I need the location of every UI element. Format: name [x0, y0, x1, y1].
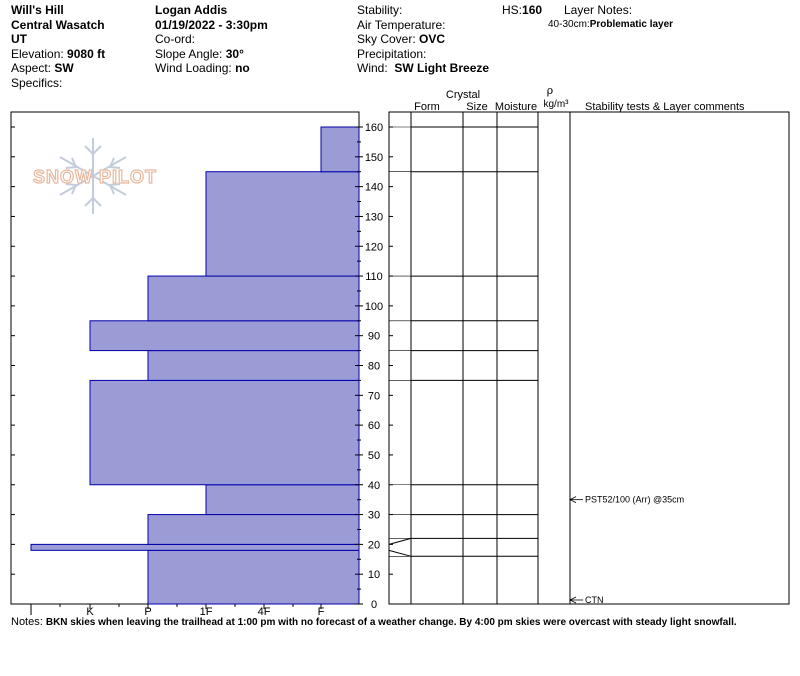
- notes-text: BKN skies when leaving the trailhead at …: [45, 617, 737, 628]
- height-tick-label: 90: [368, 331, 380, 343]
- snowpilot-logo: SNOW PILOT: [32, 138, 157, 214]
- wind-label: Wind:: [357, 61, 388, 76]
- boundary-connector: [388, 537, 412, 545]
- height-tick-label: 0: [371, 599, 377, 611]
- height-tick-label: 40: [368, 480, 380, 492]
- aspect-value: SW: [54, 61, 74, 76]
- observation-datetime: 01/19/2022 - 3:30pm: [155, 17, 268, 32]
- layer-bar: [89, 320, 360, 352]
- location-name: Will's Hill: [11, 3, 64, 17]
- comment-arrow-icon: [569, 596, 577, 604]
- stability-comments: PST52/100 (Arr) @35cm CTN: [569, 495, 684, 605]
- snow-profile-chart: SNOW PILOT I K P 1F 4F F 0 10 20 30 40 50 60 70 80 90 1…: [10, 84, 790, 615]
- layer-boundary-lines: [388, 126, 538, 557]
- layer-bar: [147, 350, 360, 381]
- hardness-tick-label: 1F: [200, 606, 213, 615]
- height-tick-label: 70: [368, 390, 380, 402]
- layer-bar: [30, 543, 360, 551]
- hardness-tick-label: I: [29, 606, 32, 615]
- height-tick-label: 100: [365, 301, 383, 313]
- height-axis: 0 10 20 30 40 50 60 70 80 90 100 110 120 130 140 150 160: [11, 122, 393, 611]
- hardness-bars: [30, 126, 360, 605]
- wind-loading-label: Wind Loading:: [155, 61, 232, 76]
- elevation-label: Elevation:: [11, 46, 64, 61]
- layer-bar: [147, 514, 360, 545]
- snowpilot-logo-text: SNOW PILOT: [33, 167, 157, 187]
- height-tick-label: 10: [368, 569, 380, 581]
- boundary-connector: [388, 549, 412, 557]
- stability-label: Stability:: [357, 3, 403, 17]
- hardness-axis: I K P 1F 4F F: [29, 604, 325, 615]
- header-density-unit: kg/m³: [544, 99, 570, 110]
- comment-arrow-icon: [569, 496, 577, 504]
- header-comments: Stability tests & Layer comments: [585, 101, 745, 113]
- header-observer-info: Logan Addis 01/19/2022 - 3:30pm Co-ord: …: [155, 3, 268, 76]
- hs-value: 160: [522, 3, 543, 17]
- hardness-tick-label: P: [144, 606, 151, 615]
- layer-notes-title: Layer Notes:: [564, 3, 632, 18]
- sky-label: Sky Cover:: [357, 32, 416, 47]
- layer-bar: [89, 379, 360, 486]
- height-tick-label: 160: [365, 122, 383, 134]
- height-tick-label: 110: [365, 271, 383, 283]
- hs-info: HS:160: [502, 3, 542, 18]
- layer-notes-label: Layer Notes:: [564, 3, 633, 17]
- comment-text: CTN: [585, 595, 604, 605]
- layer-note: 40-30cm:Problematic layer: [548, 18, 673, 33]
- header-moisture: Moisture: [495, 101, 537, 113]
- range-name: Central Wasatch: [11, 17, 105, 32]
- observer-name: Logan Addis: [155, 3, 228, 17]
- layer-note-range: 40-30cm:: [548, 19, 590, 30]
- height-tick-label: 80: [368, 361, 380, 373]
- specifics-label: Specifics:: [11, 75, 63, 90]
- wind-loading-value: no: [235, 61, 250, 76]
- air-temp-label: Air Temperature:: [357, 17, 446, 32]
- comment-text: PST52/100 (Arr) @35cm: [585, 495, 684, 505]
- stratigraphy-table-frame: [388, 111, 790, 605]
- header-rho: ρ: [547, 84, 553, 97]
- elevation-value: 9080 ft: [67, 46, 106, 61]
- slope-label: Slope Angle:: [155, 46, 223, 61]
- wind-value: SW Light Breeze: [394, 61, 490, 76]
- sky-value: OVC: [419, 32, 446, 47]
- precip-label: Precipitation:: [357, 46, 427, 61]
- header-crystal: Crystal: [446, 89, 480, 101]
- snowflake-icon: [59, 138, 127, 214]
- layer-bar: [147, 549, 360, 605]
- slope-value: 30°: [225, 46, 244, 61]
- height-tick-label: 60: [368, 420, 380, 432]
- height-tick-label: 20: [368, 539, 380, 551]
- layer-bar: [205, 171, 360, 277]
- notes-label: Notes:: [11, 616, 43, 628]
- height-tick-label: 150: [365, 152, 383, 164]
- header-site-info: Will's Hill Central Wasatch UT Elevation…: [11, 3, 105, 91]
- hardness-tick-label: F: [318, 606, 325, 615]
- notes: Notes: BKN skies when leaving the trailh…: [11, 616, 737, 628]
- header-form: Form: [414, 101, 440, 113]
- coord-label: Co-ord:: [155, 32, 196, 47]
- state-name: UT: [11, 32, 27, 47]
- layer-bar: [320, 126, 360, 173]
- header-size: Size: [466, 101, 487, 113]
- hardness-tick-label: K: [86, 606, 94, 615]
- height-tick-label: 140: [365, 182, 383, 194]
- height-tick-label: 130: [365, 211, 383, 223]
- layer-bar: [205, 484, 360, 516]
- hardness-tick-label: 4F: [258, 606, 271, 615]
- height-tick-label: 50: [368, 450, 380, 462]
- aspect-label: Aspect:: [11, 61, 52, 76]
- height-tick-label: 120: [365, 241, 383, 253]
- hs-label: HS:: [502, 3, 523, 17]
- height-tick-label: 30: [368, 510, 380, 522]
- layer-bar: [147, 275, 360, 322]
- layer-note-text: Problematic layer: [589, 19, 674, 30]
- header-weather-info: Stability: Air Temperature: Sky Cover: O…: [357, 3, 489, 76]
